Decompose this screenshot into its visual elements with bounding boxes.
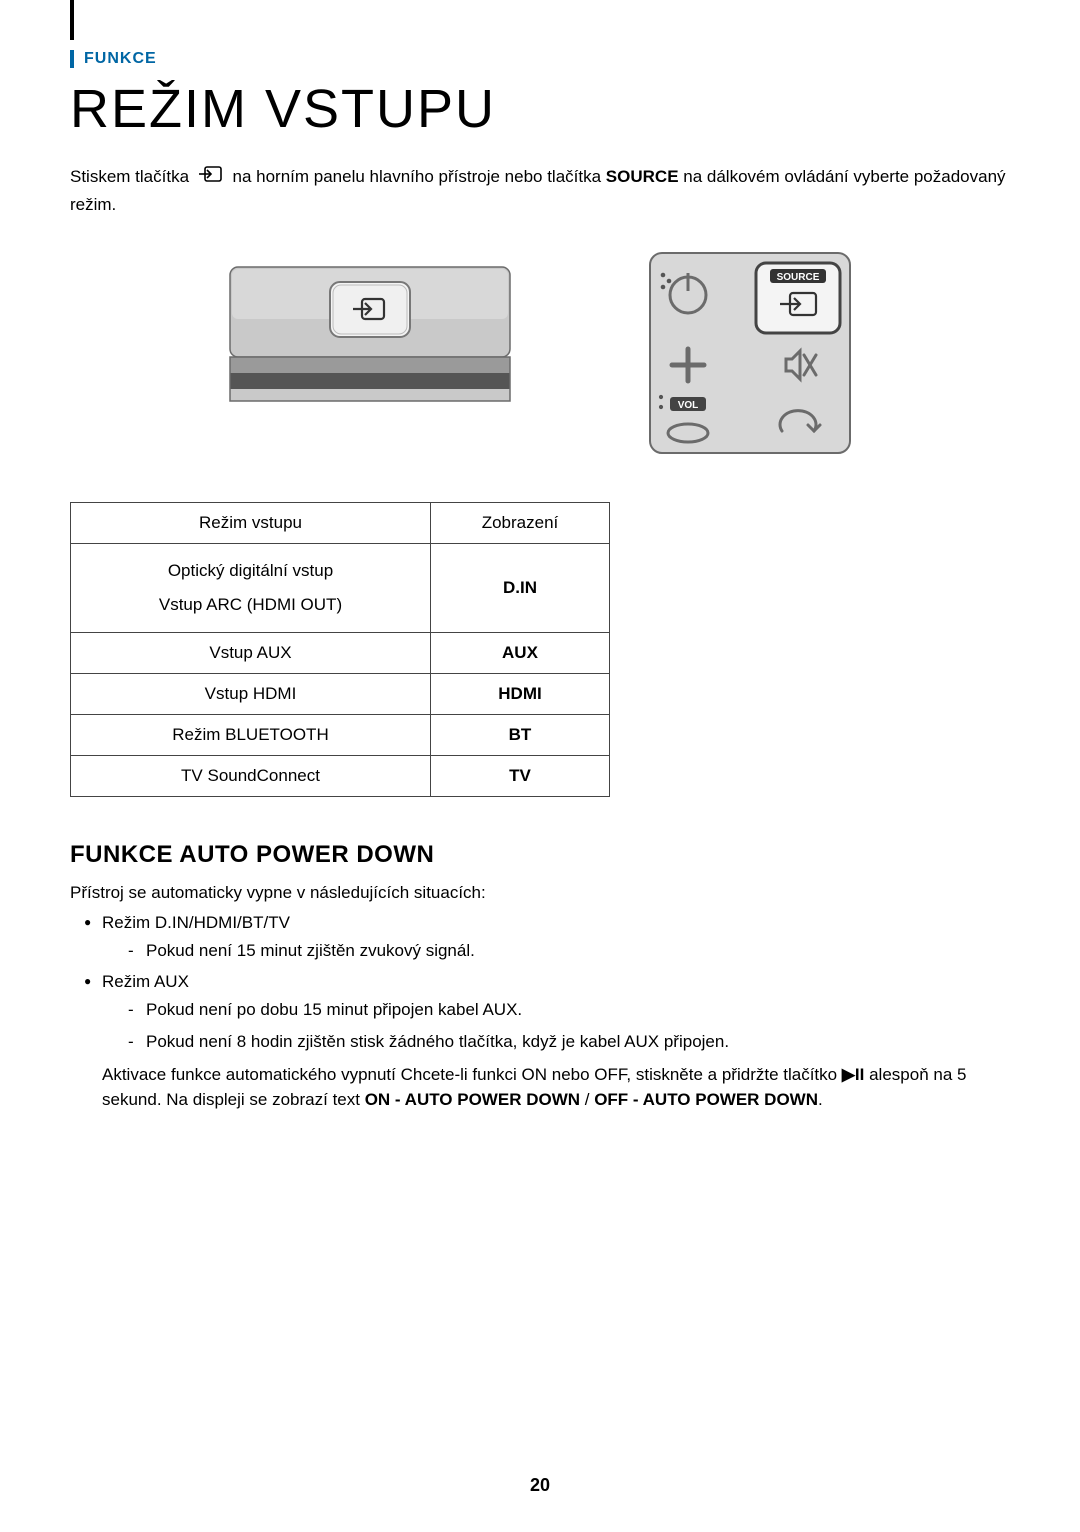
- bullet-text: Režim D.IN/HDMI/BT/TV: [102, 913, 290, 932]
- section-label: FUNKCE: [70, 50, 1010, 68]
- top-accent-bar: [70, 0, 74, 40]
- apd-bullet-list: Režim D.IN/HDMI/BT/TV Pokud není 15 minu…: [70, 913, 1010, 1112]
- table-header-row: Režim vstupu Zobrazení: [71, 503, 610, 544]
- intro-text-2: na horním panelu hlavního přístroje nebo…: [233, 167, 606, 186]
- td-tvsc: TV SoundConnect: [71, 756, 431, 797]
- intro-source-bold: SOURCE: [606, 167, 679, 186]
- table-row: TV SoundConnect TV: [71, 756, 610, 797]
- remote-figure: SOURCE: [640, 247, 860, 462]
- td-optical-arc: Optický digitální vstup Vstup ARC (HDMI …: [71, 544, 431, 633]
- td-bt: BT: [430, 715, 609, 756]
- dash-list: Pokud není 15 minut zjištěn zvukový sign…: [102, 939, 1010, 964]
- vol-label: VOL: [678, 400, 699, 411]
- list-item: Aktivace funkce automatického vypnutí Ch…: [102, 1063, 1010, 1112]
- apd-slash: /: [580, 1090, 594, 1109]
- page-title: REŽIM VSTUPU: [70, 78, 1010, 140]
- figure-row: SOURCE: [70, 247, 1010, 462]
- td-tv: TV: [430, 756, 609, 797]
- td-aux: AUX: [430, 633, 609, 674]
- list-item: Pokud není po dobu 15 minut připojen kab…: [128, 998, 1010, 1023]
- td-hdmi: HDMI: [430, 674, 609, 715]
- apd-intro: Přístroj se automaticky vypne v následuj…: [70, 883, 1010, 903]
- td-aux-in: Vstup AUX: [71, 633, 431, 674]
- td-hdmi-in: Vstup HDMI: [71, 674, 431, 715]
- intro-text-1: Stiskem tlačítka: [70, 167, 194, 186]
- apd-bold-off: OFF - AUTO POWER DOWN: [594, 1090, 818, 1109]
- td-din: D.IN: [430, 544, 609, 633]
- list-item: Pokud není 8 hodin zjištěn stisk žádného…: [128, 1030, 1010, 1055]
- th-mode: Režim vstupu: [71, 503, 431, 544]
- table-row: Vstup HDMI HDMI: [71, 674, 610, 715]
- list-item: Režim AUX Pokud není po dobu 15 minut př…: [84, 972, 1010, 1113]
- td-bt-mode: Režim BLUETOOTH: [71, 715, 431, 756]
- cell-line: Optický digitální vstup: [168, 561, 333, 580]
- auto-power-down-heading: FUNKCE AUTO POWER DOWN: [70, 841, 1010, 869]
- page-number: 20: [0, 1475, 1080, 1496]
- soundbar-figure: [220, 247, 520, 422]
- apd-period: .: [818, 1090, 823, 1109]
- source-icon: [197, 164, 225, 192]
- table-row: Režim BLUETOOTH BT: [71, 715, 610, 756]
- dash-list: Pokud není po dobu 15 minut připojen kab…: [102, 998, 1010, 1113]
- list-item: Režim D.IN/HDMI/BT/TV Pokud není 15 minu…: [84, 913, 1010, 964]
- apd-bold-on: ON - AUTO POWER DOWN: [365, 1090, 580, 1109]
- input-mode-table: Režim vstupu Zobrazení Optický digitální…: [70, 502, 610, 797]
- list-item: Pokud není 15 minut zjištěn zvukový sign…: [128, 939, 1010, 964]
- apd-tail-1: Aktivace funkce automatického vypnutí Ch…: [102, 1065, 842, 1084]
- play-pause-icon: ▶II: [842, 1065, 865, 1084]
- th-display: Zobrazení: [430, 503, 609, 544]
- bullet-text: Režim AUX: [102, 972, 189, 991]
- intro-paragraph: Stiskem tlačítka na horním panelu hlavní…: [70, 164, 1010, 217]
- table-row: Vstup AUX AUX: [71, 633, 610, 674]
- manual-page: FUNKCE REŽIM VSTUPU Stiskem tlačítka na …: [0, 0, 1080, 1532]
- cell-line: Vstup ARC (HDMI OUT): [159, 595, 342, 614]
- table-row: Optický digitální vstup Vstup ARC (HDMI …: [71, 544, 610, 633]
- source-btn-label: SOURCE: [777, 272, 820, 283]
